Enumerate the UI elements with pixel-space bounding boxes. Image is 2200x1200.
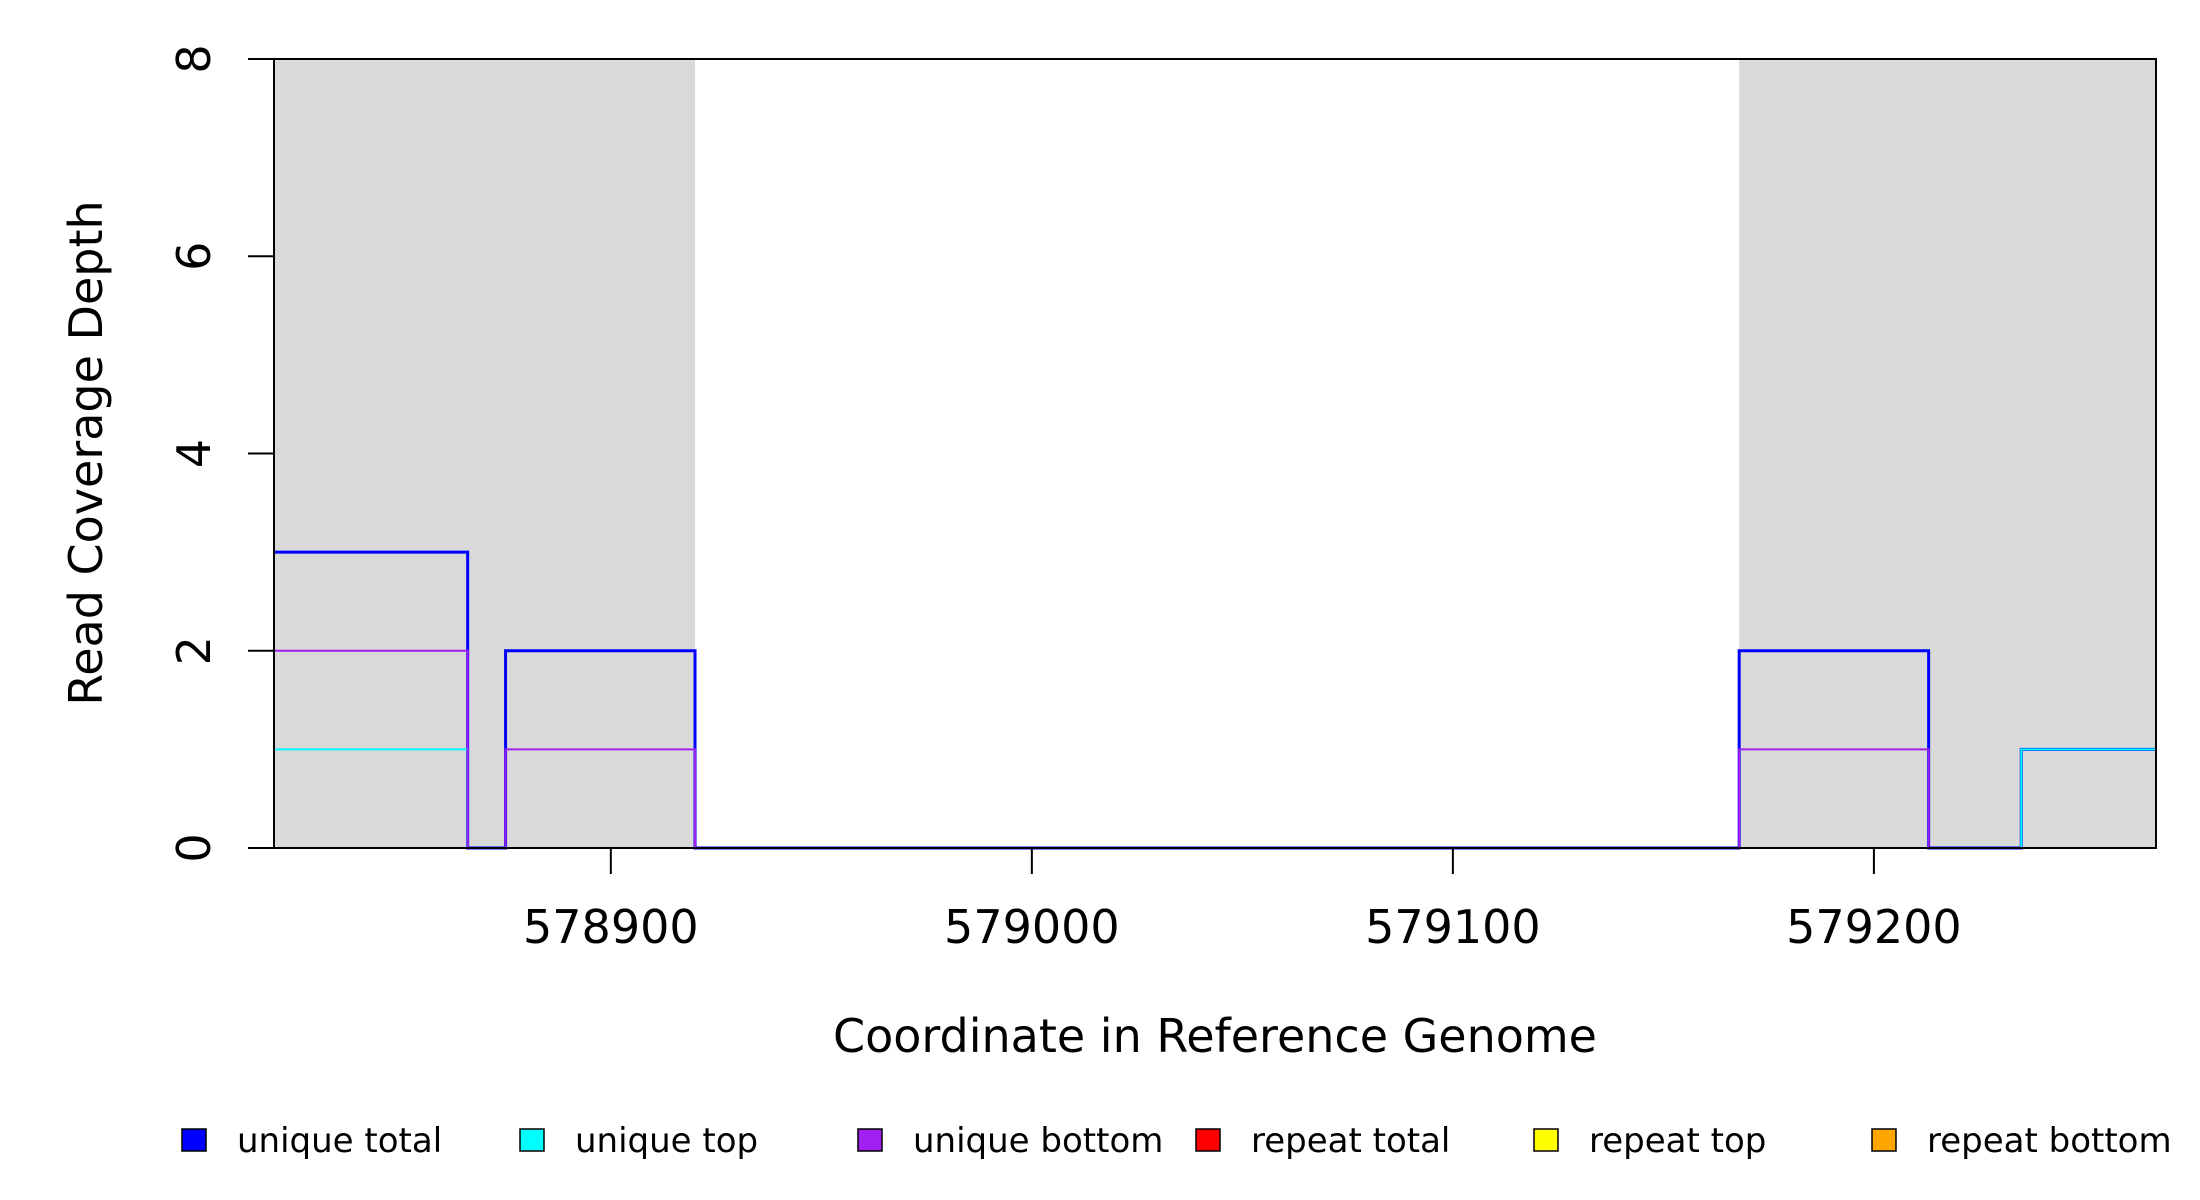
y-axis-title: Read Coverage Depth (59, 200, 113, 705)
legend-swatch-repeat-total (1195, 1128, 1221, 1152)
legend-label-unique-bottom: unique bottom (913, 1121, 1163, 1161)
y-axis: 0 2 4 6 8 (167, 44, 274, 863)
legend-swatch-unique-top (519, 1128, 545, 1152)
x-axis-title: Coordinate in Reference Genome (833, 1009, 1597, 1063)
legend-label-repeat-bottom: repeat bottom (1927, 1121, 2172, 1161)
legend-swatch-unique-total (181, 1128, 207, 1152)
y-tick-label: 0 (167, 833, 221, 862)
x-tick-label: 579000 (944, 900, 1120, 954)
shaded-region-1 (1739, 59, 2156, 848)
y-tick-label: 6 (167, 242, 221, 271)
x-tick-label: 579200 (1786, 900, 1962, 954)
legend-label-unique-total: unique total (237, 1121, 442, 1161)
legend-label-unique-top: unique top (575, 1121, 758, 1161)
series-line-unique-bottom (274, 649, 2156, 849)
x-tick-label: 579100 (1365, 900, 1541, 954)
y-tick-label: 4 (167, 439, 221, 468)
y-tick-label: 8 (167, 44, 221, 73)
shaded-regions (274, 59, 2156, 848)
x-axis: 578900 579000 579100 579200 (523, 848, 1962, 954)
legend: unique total unique top unique bottom repea… (181, 1121, 2172, 1161)
legend-swatch-unique-bottom (857, 1128, 883, 1152)
legend-label-repeat-top: repeat top (1589, 1121, 1766, 1161)
legend-swatch-repeat-top (1533, 1128, 1559, 1152)
x-tick-label: 578900 (523, 900, 699, 954)
legend-label-repeat-total: repeat total (1251, 1121, 1450, 1161)
legend-swatch-repeat-bottom (1871, 1128, 1897, 1152)
y-tick-label: 2 (167, 636, 221, 665)
shaded-region-0 (274, 59, 696, 848)
